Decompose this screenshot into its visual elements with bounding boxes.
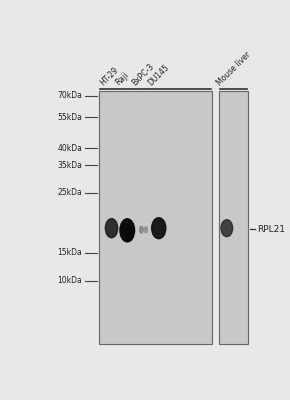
Ellipse shape: [105, 219, 118, 238]
Text: Mouse liver: Mouse liver: [215, 50, 253, 87]
Text: 70kDa: 70kDa: [57, 91, 82, 100]
Ellipse shape: [221, 220, 233, 237]
Text: Raji: Raji: [114, 70, 131, 87]
Ellipse shape: [144, 227, 147, 233]
Ellipse shape: [120, 219, 135, 242]
Text: HT-29: HT-29: [98, 65, 120, 87]
Text: 40kDa: 40kDa: [57, 144, 82, 153]
Ellipse shape: [152, 218, 166, 239]
Text: 15kDa: 15kDa: [58, 248, 82, 257]
Text: 25kDa: 25kDa: [58, 188, 82, 197]
Ellipse shape: [140, 226, 143, 233]
Text: 55kDa: 55kDa: [57, 113, 82, 122]
Text: 35kDa: 35kDa: [57, 160, 82, 170]
Text: 10kDa: 10kDa: [58, 276, 82, 285]
Text: RPL21: RPL21: [257, 225, 285, 234]
Text: DU145: DU145: [147, 62, 171, 87]
Bar: [220, 91, 247, 344]
Bar: [99, 91, 212, 344]
Text: BxPC-3: BxPC-3: [130, 62, 155, 87]
